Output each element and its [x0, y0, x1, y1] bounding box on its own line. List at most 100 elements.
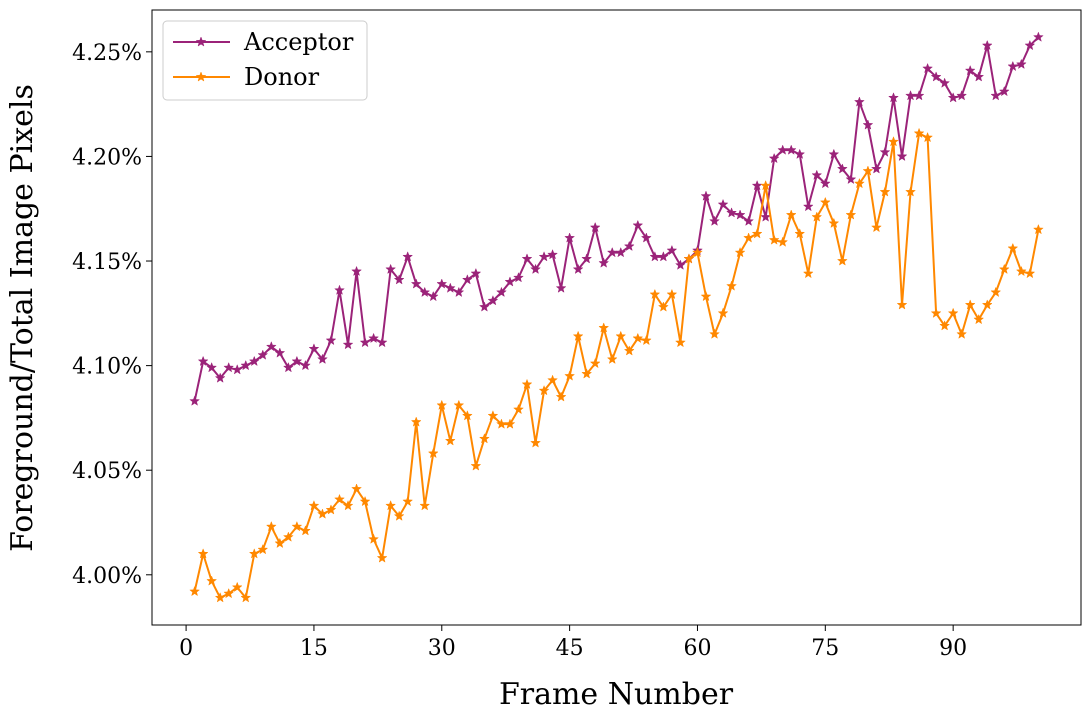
donor-point [564, 370, 576, 381]
donor-point [248, 548, 260, 559]
donor-point [836, 255, 848, 266]
acceptor-point [393, 274, 405, 285]
donor-point [265, 520, 277, 532]
x-tick-label: 60 [683, 636, 711, 661]
legend-marker-donor [195, 71, 207, 82]
acceptor-point [504, 276, 516, 287]
donor-point [777, 236, 789, 247]
acceptor-point [862, 119, 874, 130]
donor-point [674, 336, 686, 348]
x-tick-label: 90 [939, 636, 967, 661]
donor-point [223, 587, 235, 599]
acceptor-point [700, 190, 712, 201]
donor-point [317, 508, 328, 519]
acceptor-point [402, 251, 414, 262]
acceptor-point [896, 150, 908, 162]
acceptor-point [709, 215, 720, 226]
donor-point [657, 301, 669, 312]
donor-point [453, 399, 465, 410]
acceptor-point [478, 301, 490, 312]
acceptor-point [598, 257, 610, 268]
acceptor-point [240, 359, 252, 371]
donor-point [606, 353, 618, 364]
donor-point [368, 533, 380, 544]
donor-point [231, 581, 243, 592]
series-layer [189, 31, 1044, 603]
acceptor-point [836, 163, 848, 174]
donor-point [189, 585, 201, 597]
plot-area [152, 10, 1081, 625]
x-axis: 0 15 30 45 60 75 90 [179, 625, 967, 661]
acceptor-point [538, 251, 550, 262]
acceptor-point [973, 71, 985, 82]
acceptor-point [513, 272, 524, 283]
acceptor-point [743, 215, 755, 226]
donor-point [615, 330, 627, 341]
x-tick-label: 15 [300, 636, 328, 661]
acceptor-point [325, 334, 337, 346]
donor-point [308, 500, 320, 511]
acceptor-point [734, 209, 746, 220]
acceptor-point [913, 90, 925, 101]
acceptor-point [257, 349, 269, 360]
donor-point [274, 537, 286, 549]
donor-point [334, 493, 345, 505]
donor-point [598, 322, 610, 333]
donor-point [555, 391, 567, 402]
donor-point [930, 307, 942, 318]
donor-point [521, 378, 533, 390]
acceptor-point [385, 263, 397, 275]
donor-point [1024, 267, 1036, 279]
legend-label-acceptor: Acceptor [243, 28, 354, 56]
x-tick-label: 75 [811, 636, 839, 661]
donor-point [478, 433, 490, 444]
acceptor-point [794, 148, 806, 159]
acceptor-point [871, 163, 882, 174]
acceptor-point [282, 361, 294, 373]
donor-point [436, 399, 448, 410]
legend: Acceptor Donor [162, 20, 368, 101]
donor-point [649, 288, 661, 300]
y-tick-label: 4.15% [72, 250, 142, 275]
donor-point [819, 196, 831, 208]
acceptor-point [206, 361, 218, 373]
donor-point [419, 500, 431, 511]
acceptor-point [990, 90, 1002, 101]
donor-point [785, 209, 797, 220]
acceptor-line [193, 36, 1040, 402]
acceptor-point [845, 173, 857, 185]
acceptor-point [496, 286, 507, 298]
donor-point [717, 307, 729, 318]
acceptor-point [956, 90, 968, 101]
donor-point [206, 575, 218, 586]
donor-point [802, 267, 814, 279]
donor-point [794, 228, 806, 239]
donor-point [257, 543, 269, 555]
donor-point [572, 330, 584, 341]
donor-point [1015, 265, 1027, 277]
donor-point [990, 286, 1002, 298]
donor-point [530, 437, 541, 448]
donor-point [299, 525, 311, 536]
donor-point [845, 209, 857, 220]
donor-point [709, 328, 720, 339]
plot-frame [151, 9, 1082, 626]
acceptor-point [359, 336, 371, 348]
donor-point [385, 500, 397, 511]
donor-point [973, 313, 985, 325]
acceptor-point [572, 263, 584, 275]
acceptor-point [623, 240, 635, 251]
donor-point [683, 253, 695, 264]
acceptor-point [640, 232, 652, 243]
acceptor-point [419, 286, 431, 298]
acceptor-point [299, 359, 311, 371]
acceptor-point [189, 395, 201, 406]
donor-point [470, 460, 482, 471]
acceptor-point [930, 71, 942, 82]
acceptor-point [223, 361, 235, 373]
donor-point [922, 131, 934, 143]
donor-point [214, 592, 226, 603]
acceptor-point [1007, 60, 1019, 72]
donor-point [1032, 223, 1044, 235]
acceptor-point [248, 355, 260, 367]
